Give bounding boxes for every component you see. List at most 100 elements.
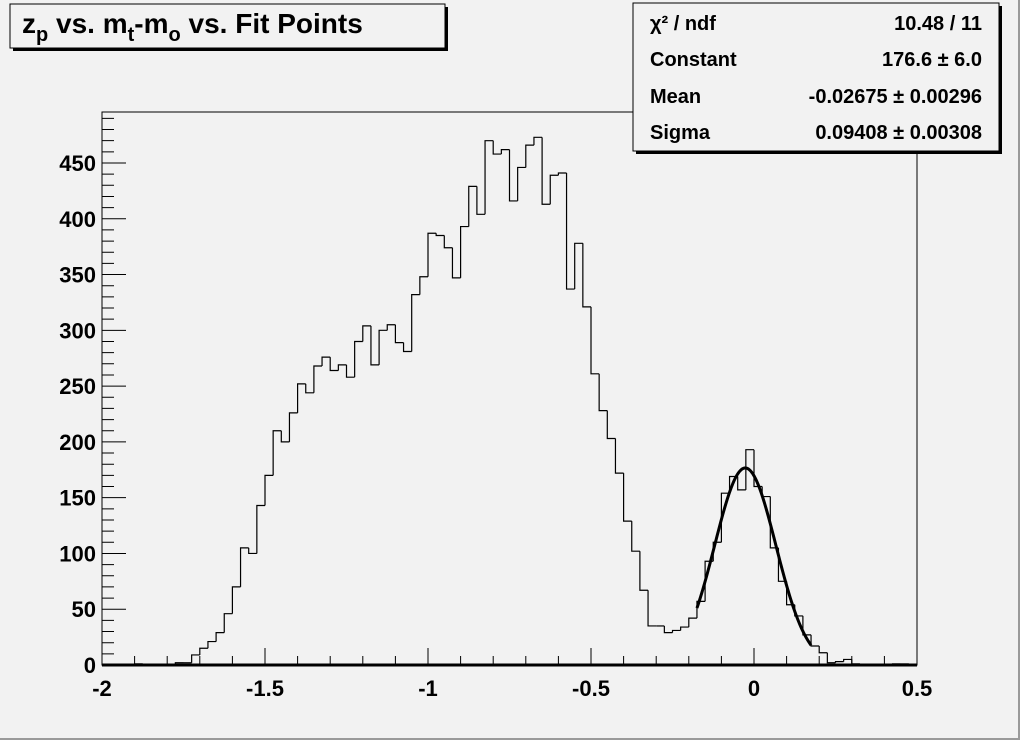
histogram-bin xyxy=(745,449,754,490)
histogram-bin xyxy=(631,521,640,552)
histogram-bin xyxy=(435,233,445,237)
histogram-bin xyxy=(288,412,298,442)
y-tick-label: 350 xyxy=(59,263,96,288)
histogram-bin xyxy=(297,383,306,413)
histogram-bin xyxy=(859,663,869,666)
chart-title: zp vs. mt-mo vs. Fit Points xyxy=(22,8,363,46)
histogram-bin xyxy=(598,373,608,412)
histogram-bin xyxy=(215,632,225,642)
x-tick-label: -0.5 xyxy=(572,676,610,701)
histogram-bin xyxy=(239,547,249,587)
histogram-bin xyxy=(305,383,314,394)
histogram-bin xyxy=(688,617,697,628)
title-segment: z xyxy=(22,8,36,39)
stats-frame xyxy=(632,2,1000,152)
histogram-bin xyxy=(199,647,208,655)
histogram-bin xyxy=(517,166,526,201)
histogram-bin xyxy=(134,663,143,665)
stats-label-sigma: Sigma xyxy=(650,122,711,144)
histogram-bin xyxy=(272,430,282,476)
histogram-bin xyxy=(354,340,363,378)
title-box: zp vs. mt-mo vs. Fit Points xyxy=(9,3,448,51)
histogram-bin xyxy=(264,474,274,506)
x-tick-label: 0 xyxy=(748,676,760,701)
histogram-bin xyxy=(468,185,477,227)
histogram-bin xyxy=(802,615,812,636)
histogram-bin xyxy=(378,329,388,365)
histogram-bin xyxy=(451,247,461,279)
y-tick-label: 100 xyxy=(59,541,96,566)
histogram-bin xyxy=(549,174,559,205)
y-tick-label: 250 xyxy=(59,374,96,399)
histogram-bin xyxy=(313,365,323,393)
histogram-bin xyxy=(191,654,200,663)
histogram-bin xyxy=(142,663,151,666)
gaussian-fit-curve xyxy=(695,466,813,647)
histogram-bin xyxy=(345,364,355,378)
histogram-bin xyxy=(818,646,828,654)
histogram-bin xyxy=(826,652,836,664)
stats-value-constant: 176.6 ± 6.0 xyxy=(882,49,982,71)
histogram-bin xyxy=(614,438,624,474)
histogram-bin xyxy=(851,659,860,665)
histogram-bin xyxy=(394,324,404,344)
y-tick-label: 150 xyxy=(59,486,96,511)
histogram-bin xyxy=(557,172,567,176)
title-segment: vs. Fit Points xyxy=(181,8,363,39)
histogram-bin xyxy=(639,551,649,591)
histogram-bin xyxy=(810,634,820,647)
histogram-bin xyxy=(411,294,420,352)
stats-value-chi2: 10.48 / 11 xyxy=(894,13,982,35)
title-segment: -m xyxy=(134,8,168,39)
title-subscript: t xyxy=(128,24,135,46)
histogram-bin xyxy=(362,325,371,342)
histogram-bin xyxy=(908,663,917,666)
y-tick-label: 400 xyxy=(59,207,96,232)
y-tick-label: 50 xyxy=(72,597,96,622)
histogram-bin xyxy=(541,137,551,205)
histogram-bin xyxy=(680,626,689,631)
histogram-bin xyxy=(256,504,265,554)
histogram-bin xyxy=(443,235,453,249)
histogram-bin xyxy=(834,661,844,663)
x-tick-label: -1 xyxy=(418,676,438,701)
histogram-bin xyxy=(574,242,583,290)
histogram-bin xyxy=(321,356,331,367)
y-tick-label: 300 xyxy=(59,318,96,343)
stats-value-mean: -0.02675 ± 0.00296 xyxy=(809,86,982,108)
histogram-bin xyxy=(500,148,510,155)
stats-label-constant: Constant xyxy=(650,49,737,71)
histogram-bin xyxy=(663,625,673,634)
histogram-bin xyxy=(647,590,657,627)
histogram-bin xyxy=(476,186,486,215)
histogram-bin xyxy=(484,140,494,215)
stats-label-chi2: χ² / ndf xyxy=(650,13,716,35)
histogram-bin xyxy=(402,342,412,353)
histogram-bin xyxy=(582,243,591,308)
histogram-bin xyxy=(533,136,543,146)
y-tick-labels: 0 50 100 150 200 250 300 350 400 450 xyxy=(59,151,96,678)
title-frame xyxy=(9,3,446,49)
histogram-bin xyxy=(329,357,339,372)
histogram-bin xyxy=(427,232,437,277)
axis-ticks xyxy=(101,117,918,667)
histogram-bin xyxy=(720,492,730,543)
histogram-bin xyxy=(671,629,681,633)
histogram-bin xyxy=(508,149,518,202)
histogram-bin xyxy=(460,225,469,278)
title-segment: vs. m xyxy=(48,8,127,39)
histogram-bin xyxy=(696,600,706,619)
y-tick-label: 0 xyxy=(84,653,96,678)
histogram-bin xyxy=(492,140,502,155)
histogram-bin xyxy=(843,658,852,662)
x-tick-label: -2 xyxy=(92,676,112,701)
stats-value-sigma: 0.09408 ± 0.00308 xyxy=(815,122,982,144)
histogram-bin xyxy=(623,473,632,522)
histogram-bin xyxy=(419,276,428,295)
histogram-bin xyxy=(737,476,746,491)
histogram-bin xyxy=(207,640,217,649)
histogram-bin xyxy=(174,662,184,665)
title-subscript: o xyxy=(169,24,181,46)
histogram-bin xyxy=(370,325,380,366)
